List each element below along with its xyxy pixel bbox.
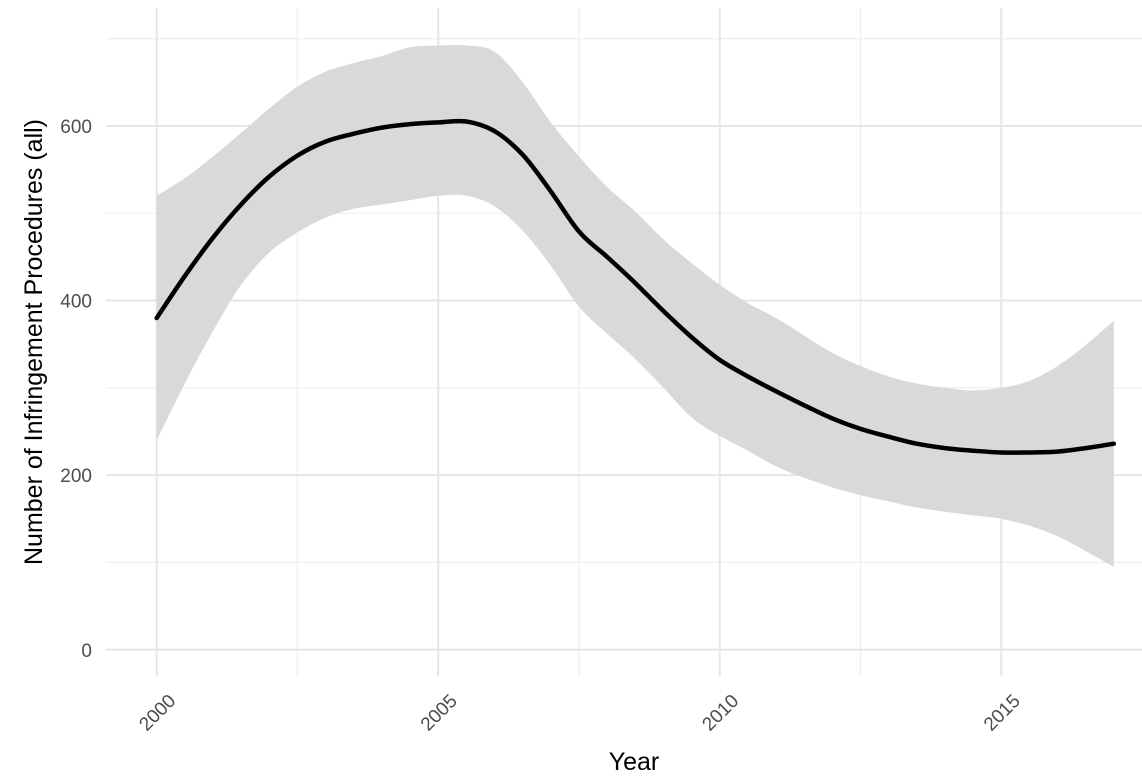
y-tick-label: 200: [60, 466, 92, 487]
x-axis-tick-labels: 2000 2005 2010 2015: [135, 691, 1024, 736]
x-tick-label: 2000: [135, 691, 180, 736]
x-tick-label: 2005: [417, 691, 462, 736]
confidence-band: [156, 45, 1114, 567]
x-tick-label: 2010: [699, 691, 744, 736]
x-tick-label: 2015: [980, 691, 1025, 736]
y-tick-label: 0: [81, 641, 92, 662]
y-tick-label: 600: [60, 117, 92, 138]
y-axis-title: Number of Infringement Procedures (all): [20, 119, 48, 565]
y-tick-label: 400: [60, 292, 92, 313]
x-axis-title: Year: [609, 748, 660, 776]
y-axis-tick-labels: 0 200 400 600: [60, 117, 92, 662]
smooth-fit-line: [154, 118, 1117, 455]
